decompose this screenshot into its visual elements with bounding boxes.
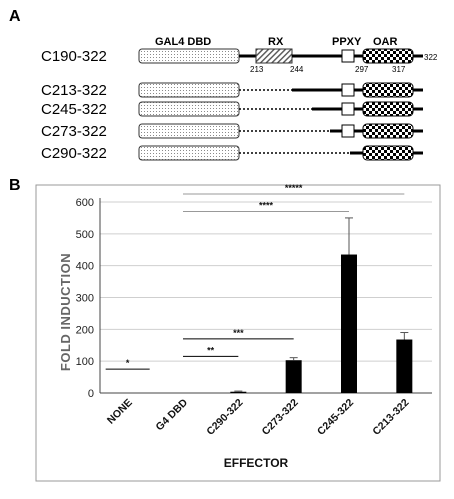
- bar-chart: 0 100 200 300 400 500 600 NONE G4 DBD C290-322 C27…: [76, 183, 432, 438]
- construct-name: C213-322: [41, 82, 107, 99]
- ppxy-domain: [341, 49, 355, 63]
- y-tick-label: 100: [76, 356, 94, 368]
- oar-domain: [362, 48, 414, 64]
- construct-name: C273-322: [41, 123, 107, 140]
- gal4-dbd-domain: [138, 101, 240, 117]
- ppxy-domain: [341, 124, 355, 138]
- x-tick-label: C245-322: [315, 397, 356, 438]
- y-tick-label: 400: [76, 261, 94, 273]
- panel-b-letter: B: [9, 177, 21, 194]
- construct-name: C190-322: [41, 48, 107, 65]
- construct-name: C245-322: [41, 101, 107, 118]
- y-tick-label: 600: [76, 197, 94, 209]
- oar-domain: [362, 101, 414, 117]
- oar-domain: [362, 82, 414, 98]
- oar-domain: [362, 123, 414, 139]
- position-label-322: 322: [424, 53, 438, 62]
- gal4-dbd-domain: [138, 145, 240, 161]
- ppxy-label: PPXY: [332, 36, 362, 48]
- significance-label: ***: [233, 328, 244, 338]
- bar: [230, 391, 247, 393]
- x-tick-label: NONE: [105, 397, 135, 427]
- construct-diagrams: C190-322 C213-322 C245-322 C273-322 C290-322: [41, 48, 423, 162]
- rx-domain: [255, 48, 293, 64]
- bar: [285, 360, 302, 393]
- bar: [396, 339, 413, 393]
- x-tick-label: C273-322: [260, 397, 301, 438]
- y-tick-label: 0: [88, 388, 94, 400]
- y-tick-label: 200: [76, 324, 94, 336]
- y-axis-label: FOLD INDUCTION: [58, 253, 73, 371]
- gal4-dbd-domain: [138, 123, 240, 139]
- x-axis-label: EFFECTOR: [224, 456, 289, 470]
- x-tick-label: C290-322: [204, 397, 245, 438]
- rx-label: RX: [268, 36, 284, 48]
- significance-label: *****: [285, 183, 303, 193]
- bar: [341, 254, 357, 393]
- ppxy-domain: [341, 83, 355, 97]
- position-label-244: 244: [290, 65, 304, 74]
- construct-name: C290-322: [41, 145, 107, 162]
- chart-frame: [35, 184, 441, 482]
- panel-a-letter: A: [9, 8, 21, 25]
- position-label-213: 213: [250, 65, 264, 74]
- x-tick-label: G4 DBD: [154, 396, 191, 433]
- gal4-dbd-domain: [138, 48, 240, 64]
- position-label-297: 297: [355, 65, 369, 74]
- y-tick-label: 300: [76, 293, 94, 305]
- x-tick-label: C213-322: [370, 397, 411, 438]
- gal4-dbd-domain: [138, 82, 240, 98]
- y-tick-label: 500: [76, 229, 94, 241]
- gal4-dbd-label: GAL4 DBD: [155, 36, 211, 48]
- significance-label: ****: [259, 201, 274, 211]
- oar-domain: [362, 145, 414, 161]
- ppxy-domain: [341, 102, 355, 116]
- significance-label: **: [207, 345, 215, 355]
- oar-label: OAR: [373, 36, 398, 48]
- position-label-317: 317: [392, 65, 406, 74]
- significance-label: *: [126, 358, 130, 368]
